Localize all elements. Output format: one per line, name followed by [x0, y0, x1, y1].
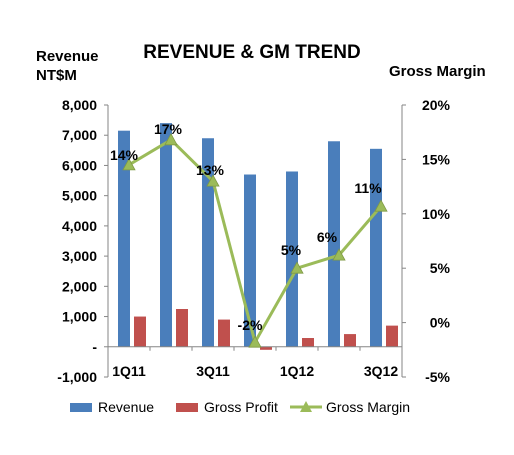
revenue-bar — [118, 130, 130, 347]
gross-margin-data-label: 6% — [317, 229, 338, 245]
right-axis-title: Gross Margin — [389, 63, 486, 80]
left-tick-label: -1,000 — [57, 369, 97, 385]
gross-margin-data-label: 17% — [154, 121, 183, 137]
legend: Revenue Gross Profit Gross Margin — [70, 399, 410, 415]
gross-profit-bar — [260, 346, 272, 350]
x-axis-tick-labels: 1Q11 3Q11 1Q12 3Q12 — [112, 363, 398, 379]
revenue-bar — [370, 148, 382, 347]
revenue-bar — [202, 138, 214, 347]
revenue-bar — [286, 171, 298, 347]
left-axis-ticks: 8,000 7,000 6,000 5,000 4,000 3,000 2,000 1,000… — [57, 97, 108, 385]
gross-margin-legend-label: Gross Margin — [326, 399, 410, 415]
gross-margin-marker — [290, 261, 304, 274]
revenue-bar — [244, 174, 256, 347]
x-tick-label: 1Q12 — [280, 363, 314, 379]
gross-profit-legend-label: Gross Profit — [204, 399, 278, 415]
x-tick-label: 3Q11 — [196, 363, 230, 379]
left-axis-title-line1: Revenue — [36, 48, 99, 65]
gross-margin-marker — [164, 132, 178, 146]
bars-layer — [118, 123, 398, 350]
left-tick-label: 6,000 — [62, 157, 97, 173]
left-tick-label: - — [92, 339, 97, 355]
left-tick-label: 5,000 — [62, 188, 97, 204]
revenue-legend-label: Revenue — [98, 399, 154, 415]
right-tick-label: 20% — [422, 97, 451, 113]
gross-margin-line-layer: 14% 17% 13% -2% 5% 6% 11% — [110, 121, 388, 348]
gross-profit-bar — [386, 325, 398, 347]
revenue-bar — [160, 123, 172, 347]
gross-profit-bar — [134, 316, 146, 347]
gross-margin-data-label: 11% — [354, 180, 382, 196]
gross-margin-marker — [248, 335, 262, 348]
chart-title: REVENUE & GM TREND — [143, 42, 360, 63]
gross-profit-bar — [302, 338, 314, 347]
right-tick-label: 5% — [430, 260, 451, 276]
right-axis-ticks: 20% 15% 10% 5% 0% -5% — [402, 97, 451, 385]
right-tick-label: 15% — [422, 151, 451, 167]
gross-profit-legend-swatch — [176, 403, 198, 412]
left-tick-label: 8,000 — [62, 97, 97, 113]
revenue-bar — [328, 141, 340, 347]
right-tick-label: 0% — [430, 315, 451, 331]
gross-margin-marker — [374, 199, 388, 212]
x-tick-label: 1Q11 — [112, 363, 146, 379]
gross-margin-data-label: -2% — [238, 317, 263, 333]
revenue-legend-swatch — [70, 403, 92, 412]
gross-margin-legend-marker — [300, 401, 312, 412]
gross-margin-data-label: 5% — [281, 242, 302, 258]
gross-margin-data-label: 14% — [110, 147, 139, 163]
right-tick-label: 10% — [422, 206, 451, 222]
gross-margin-marker — [122, 158, 136, 171]
left-tick-label: 7,000 — [62, 127, 97, 143]
gross-margin-marker — [206, 174, 220, 187]
left-tick-label: 1,000 — [62, 309, 97, 325]
x-tick-label: 3Q12 — [364, 363, 398, 379]
left-axis-title-line2: NT$M — [36, 67, 77, 84]
right-tick-label: -5% — [425, 369, 450, 385]
left-tick-label: 2,000 — [62, 278, 97, 294]
gross-margin-marker — [332, 248, 346, 261]
gross-margin-data-label: 13% — [196, 162, 225, 178]
left-tick-label: 3,000 — [62, 248, 97, 264]
left-tick-label: 4,000 — [62, 218, 97, 234]
gross-profit-bar — [344, 334, 356, 347]
gross-profit-bar — [218, 319, 230, 347]
gross-profit-bar — [176, 309, 188, 347]
